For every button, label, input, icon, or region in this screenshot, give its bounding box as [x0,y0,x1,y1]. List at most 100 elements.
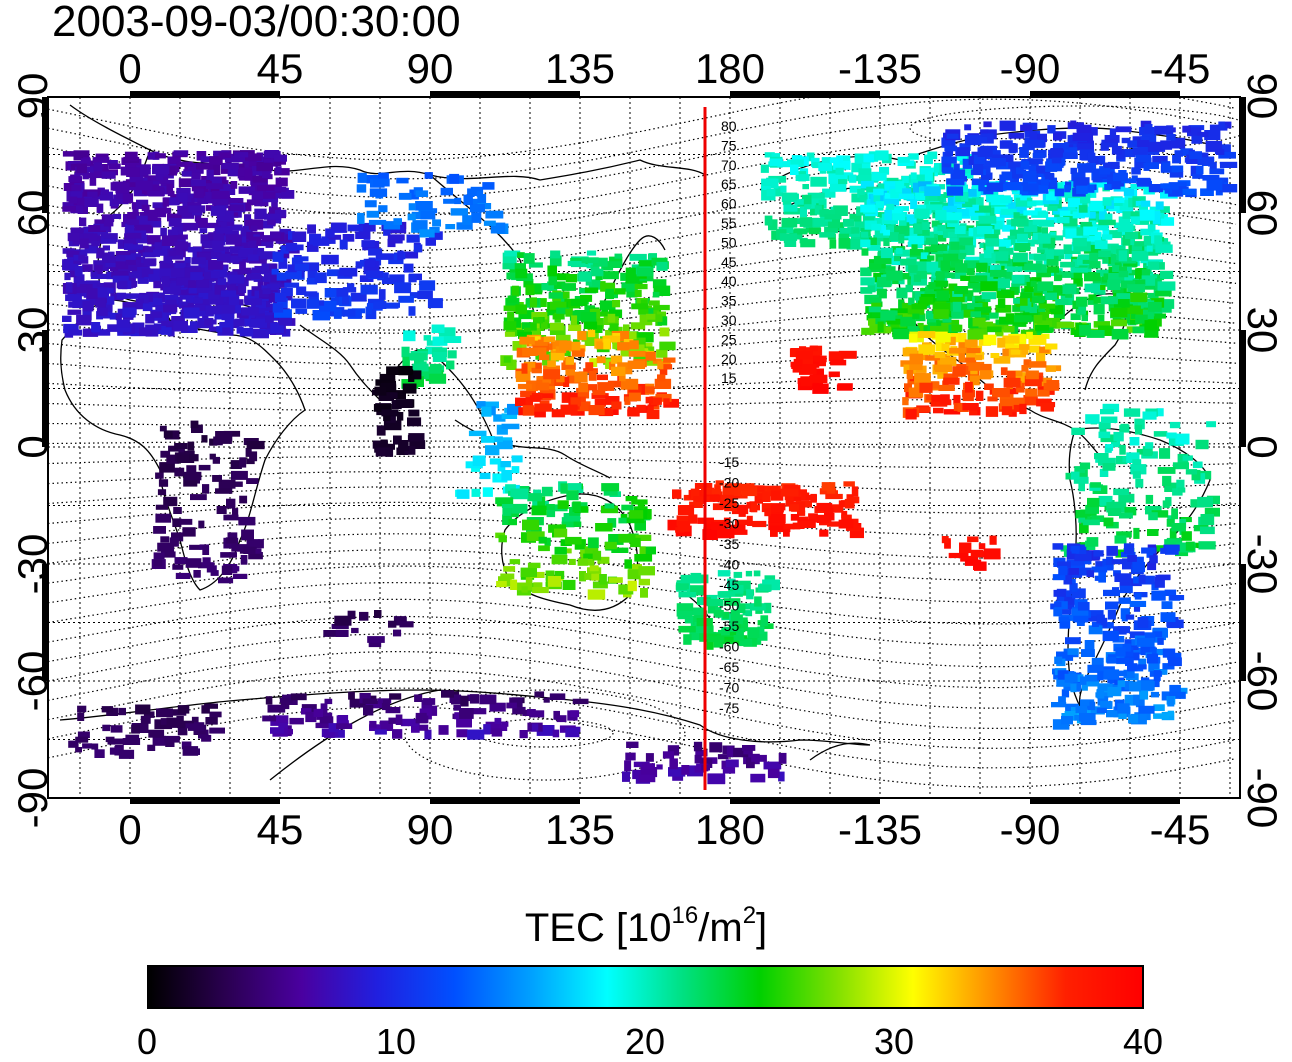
tec-cell [746,757,755,769]
tec-cell [265,315,274,323]
tec-cell [408,409,420,417]
tec-cell [1101,669,1120,680]
tec-cell [122,193,134,204]
tec-cell [176,277,192,286]
tec-cell [1059,210,1076,217]
tec-cell [1146,241,1153,252]
tec-cell [736,628,744,638]
tec-cell [105,736,115,743]
tec-cell [241,307,259,316]
tec-cell [962,403,979,411]
tec-cell [152,202,164,209]
tec-cell [1140,646,1156,656]
tec-cell [1143,309,1154,320]
tec-cell [502,514,512,525]
tec-cell [228,284,236,293]
tec-cell [198,562,215,569]
tec-cell [796,489,807,499]
tec-cell [743,748,753,755]
colorbar-tick-label: 10 [375,1021,417,1062]
tec-cell [1085,504,1099,514]
latitude-label: 90 [1239,73,1286,120]
tec-cell [1215,187,1223,196]
tec-cell [978,136,988,144]
tec-cell [1056,609,1072,615]
tec-cell [456,718,472,728]
latitude-label: 0 [9,435,56,458]
tec-cell [157,542,175,552]
tec-cell [1001,171,1014,181]
tec-cell [254,208,267,220]
tec-cell [1044,291,1057,300]
tec-cell [68,329,83,336]
tec-cell [967,536,979,543]
tec-cell [328,723,340,733]
tec-cell [799,217,812,227]
tec-cell [634,554,653,562]
tec-cell [838,500,851,508]
tec-cell [1039,346,1050,354]
tec-cell [128,244,143,250]
tec-cell [782,226,794,234]
tec-cell [76,197,87,206]
tec-cell [571,348,585,357]
tec-cell [1044,172,1054,180]
tec-cell [379,720,394,731]
tec-cell [989,312,999,319]
tec-cell [155,153,166,159]
tec-cell [246,165,257,174]
tec-cell [388,717,399,724]
tec-cell [836,155,851,162]
tec-cell [91,743,99,750]
tec-cell [423,335,432,341]
tec-cell [931,220,942,228]
tec-cell [238,516,256,526]
tec-cell [966,350,976,358]
tec-cell [1147,224,1156,232]
tec-cell [672,773,684,781]
tec-cell [1067,198,1083,207]
tec-cell [220,290,237,297]
tec-cell [938,384,955,391]
tec-cell [246,458,255,465]
tec-cell [576,396,586,402]
tec-cell [107,324,121,332]
tec-cell [1152,631,1163,638]
tec-cell [191,424,203,433]
tec-cell [943,377,960,385]
tec-cell [1111,328,1129,340]
tec-cell [527,493,542,502]
tec-cell [764,508,772,517]
tec-cell [1070,208,1080,215]
tec-cell [1164,186,1173,194]
tec-cell [1195,439,1209,450]
tec-cell [217,304,236,314]
tec-cell [215,488,233,494]
tec-cell [167,156,181,164]
tec-cell [175,572,191,579]
tec-cell [221,313,231,321]
tec-cell [1079,713,1096,722]
tec-cell [619,368,633,375]
tec-cell [428,373,447,384]
tec-cell [1068,568,1079,575]
tec-cell [1096,269,1115,277]
tec-cell [534,408,546,418]
tec-cell [1159,448,1171,459]
tec-cell [1197,157,1215,166]
tec-cell [63,323,79,334]
tec-cell [555,273,570,281]
tec-cell [1045,191,1057,201]
tec-cell [1200,514,1214,525]
tec-cell [252,167,265,176]
tec-cell [489,458,502,465]
tec-cell [72,299,90,309]
tec-cell [1135,314,1148,324]
tec-cell [497,463,506,472]
tec-cell [1062,590,1072,597]
tec-cell [76,314,92,326]
tec-cell [209,711,222,718]
tec-cell [969,375,980,386]
tec-cell [838,350,857,359]
latitude-label: 90 [9,73,56,120]
